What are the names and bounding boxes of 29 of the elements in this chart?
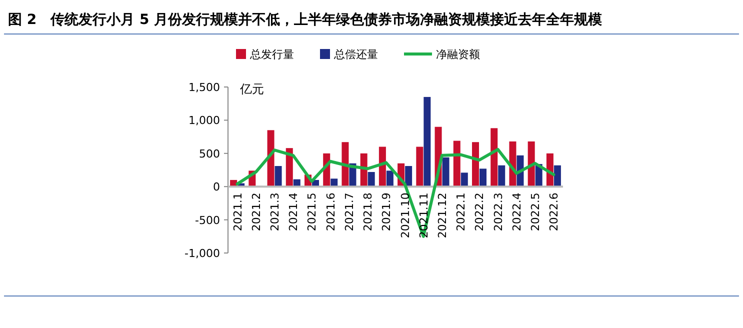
x-tick-label: 2022.3 <box>492 192 505 232</box>
x-tick-label: 2021.10 <box>398 192 412 238</box>
legend-label: 净融资额 <box>436 48 480 61</box>
x-tick-label: 2021.11 <box>417 192 430 238</box>
x-tick-label: 2021.3 <box>268 192 282 232</box>
y-tick-label: 1,500 <box>188 81 220 94</box>
x-tick-label: 2021.2 <box>250 192 263 232</box>
y-tick-label: 0 <box>213 180 220 194</box>
legend-label: 总偿还量 <box>333 48 378 61</box>
x-tick-label: 2022.2 <box>473 192 486 232</box>
x-tick-label: 2021.7 <box>342 192 356 232</box>
x-tick-label: 2022.6 <box>548 192 561 232</box>
chart-title: 图 2 传统发行小月 5 月份发行规模并不低，上半年绿色债券市场净融资规模接近去年全年规模 <box>8 11 604 28</box>
x-tick-label: 2021.4 <box>287 192 300 232</box>
x-tick-label: 2022.4 <box>510 192 524 232</box>
x-tick-label: 2022.5 <box>529 192 542 232</box>
x-tick-label: 2021.9 <box>380 192 394 232</box>
x-tick-label: 2021.12 <box>436 192 450 238</box>
x-tick-label: 2021.5 <box>306 192 319 232</box>
x-tick-label: 2021.6 <box>324 192 338 232</box>
y-tick-label: -1,000 <box>184 247 220 260</box>
x-tick-label: 2021.1 <box>231 192 244 232</box>
x-tick-label: 2021.8 <box>362 192 375 232</box>
y-tick-label: 1,000 <box>188 114 220 128</box>
y-axis-title: 亿元 <box>239 82 264 96</box>
x-tick-label: 2022.1 <box>454 192 468 232</box>
y-tick-label: 500 <box>199 147 220 160</box>
legend-label: 总发行量 <box>249 48 294 61</box>
y-tick-label: -500 <box>195 214 220 227</box>
